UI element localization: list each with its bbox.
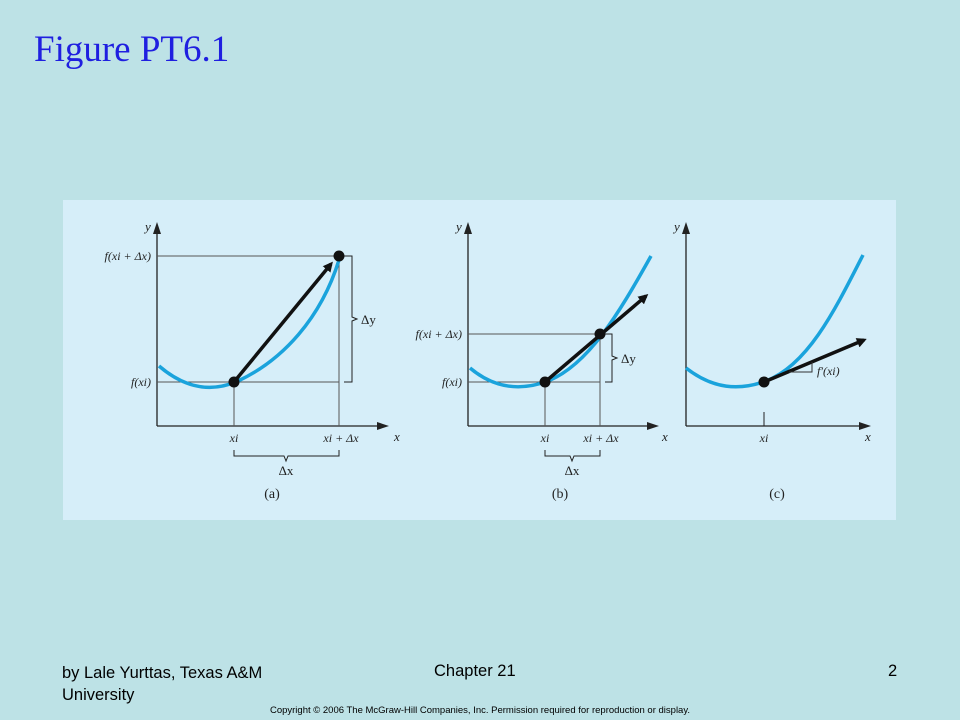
panel-a-point-xi-dx [333, 250, 345, 262]
figure-svg: y x Δy f(xi + Δx) f(xi) xi xi + Δx [105, 219, 871, 502]
panel-a-delta-x-brace [233, 450, 340, 463]
panel-c-slope-label: f′(xi) [817, 364, 840, 378]
panel-a-x-arrow [377, 422, 389, 430]
panel-b: y x Δy f(xi + Δx) f(xi) xi xi + Δx Δx (b… [416, 219, 668, 502]
footer-chapter: Chapter 21 [434, 662, 516, 680]
panel-c-point-xi [758, 376, 770, 388]
panel-c-y-arrow [682, 222, 690, 234]
panel-a-point-xi [228, 376, 240, 388]
panel-a-y-label: y [143, 219, 151, 234]
panel-a-y-tick-bottom: f(xi) [131, 375, 151, 389]
panel-a-curve [157, 259, 341, 390]
panel-a-secant-arrow [232, 261, 333, 384]
panel-c-x-arrow [859, 422, 871, 430]
panel-b-x-label: x [661, 429, 668, 444]
panel-c-slope-triangle [789, 362, 813, 373]
figure-panel: y x Δy f(xi + Δx) f(xi) xi xi + Δx [63, 200, 896, 520]
footer-author: by Lale Yurttas, Texas A&M University [62, 664, 263, 704]
panel-b-y-label: y [454, 219, 462, 234]
panel-a-delta-x-label: Δx [279, 463, 294, 478]
panel-c-x-tick-xi: xi [759, 431, 769, 445]
panel-a-x-tick-xi: xi [229, 431, 239, 445]
panel-a-delta-y-brace [344, 255, 359, 383]
panel-b-point-xi [539, 376, 551, 388]
panel-b-curve [468, 255, 653, 389]
panel-a-x-label: x [393, 429, 400, 444]
copyright-notice: Copyright © 2006 The McGraw-Hill Compani… [269, 705, 691, 716]
panel-b-secant-arrow [543, 294, 649, 384]
slide-title: Figure PT6.1 [34, 29, 230, 70]
panel-a: y x Δy f(xi + Δx) f(xi) xi xi + Δx [105, 219, 400, 502]
panel-b-x-tick-xi: xi [540, 431, 550, 445]
panel-b-caption: (b) [552, 487, 569, 502]
panel-c-caption: (c) [769, 487, 785, 502]
panel-b-y-tick-bottom: f(xi) [442, 375, 462, 389]
panel-b-y-arrow [464, 222, 472, 234]
panel-b-delta-y-label: Δy [621, 351, 636, 366]
panel-b-point-xi-dx [594, 328, 606, 340]
footer-page-number: 2 [888, 662, 898, 680]
panel-a-y-arrow [153, 222, 161, 234]
panel-a-y-tick-top: f(xi + Δx) [105, 249, 151, 263]
panel-c-y-label: y [672, 219, 680, 234]
panel-b-delta-y-brace [605, 333, 619, 383]
panel-b-delta-x-brace [544, 450, 601, 463]
panel-b-x-tick-xi-dx: xi + Δx [582, 431, 619, 445]
panel-c-tangent-arrow [763, 338, 867, 384]
panel-b-delta-x-label: Δx [565, 463, 580, 478]
panel-c: y x f′(xi) xi (c) [672, 219, 871, 502]
panel-a-x-tick-xi-dx: xi + Δx [322, 431, 359, 445]
panel-a-caption: (a) [264, 487, 280, 502]
panel-c-x-label: x [864, 429, 871, 444]
panel-b-y-tick-top: f(xi + Δx) [416, 327, 462, 341]
panel-a-delta-y-label: Δy [361, 312, 376, 327]
panel-b-x-arrow [647, 422, 659, 430]
